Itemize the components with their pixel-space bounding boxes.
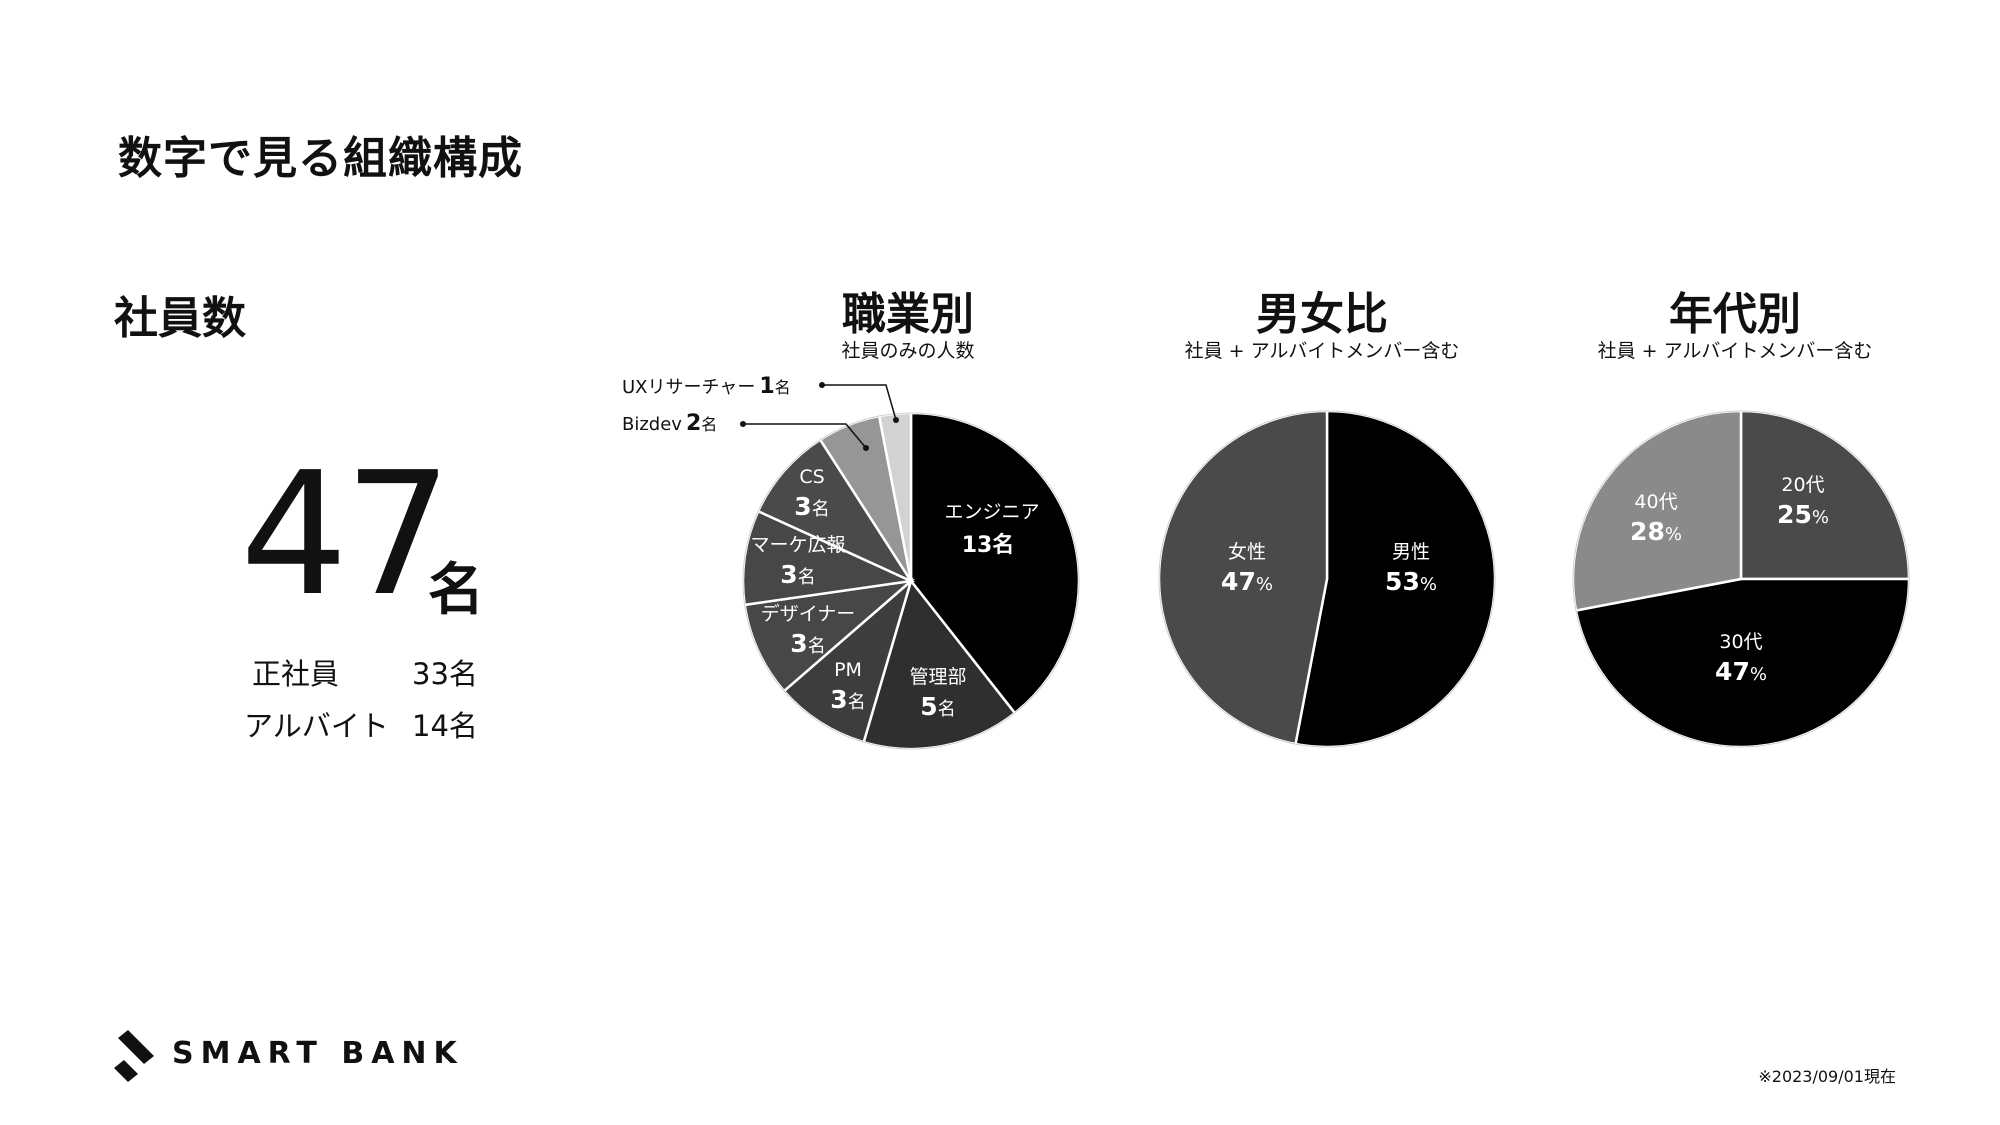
occupation-chart-subtitle: 社員のみの人数 (841, 340, 975, 362)
callout-label-text: UXリサーチャー 1名 (622, 374, 791, 399)
slice-value-text: 5名 (920, 692, 955, 721)
parttime-value: 14名 (412, 709, 478, 743)
pie-label-0-4: マーケ広報 3名 (750, 534, 845, 589)
slice-label-text: エンジニア (944, 501, 1039, 523)
pie-label-0-0: エンジニア 13名 (944, 501, 1039, 558)
callout-7: UXリサーチャー 1名 (622, 374, 899, 423)
gender-chart-subtitle: 社員 + アルバイトメンバー含む (1184, 340, 1460, 362)
slice-label-text: 管理部 (909, 666, 966, 688)
slice-label-text: デザイナー (761, 603, 856, 625)
slice-label-text: PM (834, 659, 862, 681)
smartbank-logo-icon (114, 1030, 154, 1082)
pie-label-0-2: PM 3名 (830, 659, 865, 714)
pie-outline-2 (1572, 410, 1910, 748)
slice-label-text: 女性 (1228, 541, 1266, 563)
slice-value-text: 3名 (830, 685, 865, 714)
pie-label-0-1: 管理部 5名 (909, 666, 966, 721)
page-title: 数字で見る組織構成 (118, 133, 523, 184)
slice-value-text: 25% (1777, 500, 1829, 529)
slice-label-text: 30代 (1719, 631, 1762, 653)
slice-label-text: 20代 (1781, 474, 1824, 496)
slice-value-text: 28% (1630, 517, 1682, 546)
employee-total-unit: 名 (428, 558, 484, 623)
slice-value-text: 3名 (790, 629, 825, 658)
age-chart-subtitle: 社員 + アルバイトメンバー含む (1597, 340, 1873, 362)
slice-label-text: 男性 (1392, 541, 1430, 563)
slice-label-text: CS (799, 466, 824, 488)
fulltime-label: 正社員 (252, 657, 340, 691)
pie-label-1-1: 女性 47% (1221, 541, 1273, 596)
age-chart-title: 年代別 (1669, 289, 1801, 340)
slice-value-text: 47% (1715, 657, 1767, 686)
pie-label-1-0: 男性 53% (1385, 541, 1437, 596)
slice-value-text: 13名 (962, 532, 1015, 558)
pie-label-0-5: CS 3名 (794, 466, 829, 521)
slice-value-text: 53% (1385, 567, 1437, 596)
date-note: ※2023/09/01現在 (1758, 1067, 1896, 1086)
pie-label-0-3: デザイナー 3名 (761, 603, 856, 658)
callout-6: Bizdev 2名 (622, 411, 869, 451)
pie-outline-1 (1158, 410, 1496, 748)
slice-value-text: 3名 (794, 492, 829, 521)
employee-total-number: 47 (240, 436, 452, 634)
slice-value-text: 3名 (780, 560, 815, 589)
slice-value-text: 47% (1221, 567, 1273, 596)
occupation-chart-title: 職業別 (842, 289, 974, 340)
gender-chart-title: 男女比 (1256, 289, 1388, 340)
slice-label-text: マーケ広報 (750, 534, 845, 556)
pie-outline-0 (742, 412, 1080, 750)
logo-text: SMART BANK (172, 1036, 464, 1071)
pie-slice-2-0 (1739, 409, 1911, 581)
callout-label-text: Bizdev 2名 (622, 411, 717, 436)
employee-count-heading: 社員数 (114, 293, 246, 344)
parttime-label: アルバイト (244, 709, 389, 743)
slice-label-text: 40代 (1634, 491, 1677, 513)
fulltime-value: 33名 (412, 657, 478, 691)
